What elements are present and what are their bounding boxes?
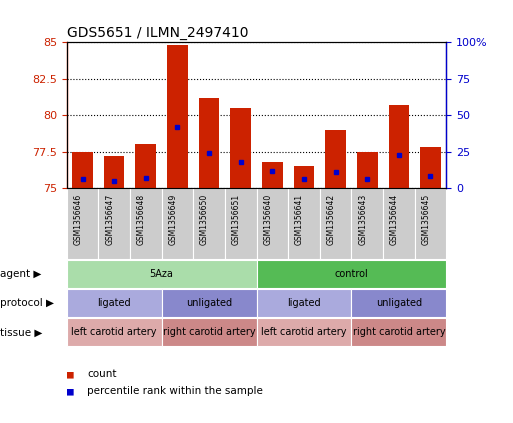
Bar: [325, 130, 346, 188]
FancyBboxPatch shape: [67, 318, 162, 346]
Text: unligated: unligated: [186, 298, 232, 308]
Text: GSM1356640: GSM1356640: [263, 194, 272, 245]
FancyBboxPatch shape: [67, 260, 256, 288]
FancyBboxPatch shape: [162, 188, 193, 259]
Text: right carotid artery: right carotid artery: [352, 327, 445, 337]
Text: GSM1356648: GSM1356648: [137, 194, 146, 245]
Bar: [388, 105, 409, 188]
Text: control: control: [334, 269, 368, 279]
FancyBboxPatch shape: [67, 289, 162, 317]
Text: GSM1356649: GSM1356649: [168, 194, 177, 245]
Text: agent ▶: agent ▶: [0, 269, 42, 279]
Text: ■: ■: [67, 386, 73, 396]
Text: percentile rank within the sample: percentile rank within the sample: [87, 386, 263, 396]
Text: 5Aza: 5Aza: [150, 269, 173, 279]
Bar: [293, 166, 314, 188]
Text: GDS5651 / ILMN_2497410: GDS5651 / ILMN_2497410: [67, 26, 248, 40]
FancyBboxPatch shape: [225, 188, 256, 259]
Bar: [104, 156, 125, 188]
Text: GSM1356645: GSM1356645: [422, 194, 430, 245]
Text: GSM1356647: GSM1356647: [105, 194, 114, 245]
Text: protocol ▶: protocol ▶: [0, 298, 54, 308]
FancyBboxPatch shape: [98, 188, 130, 259]
Text: ligated: ligated: [97, 298, 131, 308]
Text: GSM1356646: GSM1356646: [73, 194, 83, 245]
FancyBboxPatch shape: [256, 260, 446, 288]
Text: ligated: ligated: [287, 298, 321, 308]
FancyBboxPatch shape: [351, 318, 446, 346]
Bar: [72, 152, 93, 188]
FancyBboxPatch shape: [256, 318, 351, 346]
Text: GSM1356651: GSM1356651: [232, 194, 241, 245]
FancyBboxPatch shape: [162, 318, 256, 346]
FancyBboxPatch shape: [193, 188, 225, 259]
FancyBboxPatch shape: [256, 188, 288, 259]
Bar: [357, 152, 378, 188]
Bar: [199, 98, 220, 188]
Bar: [135, 144, 156, 188]
Bar: [230, 108, 251, 188]
Text: count: count: [87, 369, 117, 379]
Text: GSM1356644: GSM1356644: [390, 194, 399, 245]
Text: ■: ■: [67, 369, 73, 379]
FancyBboxPatch shape: [351, 289, 446, 317]
Bar: [167, 45, 188, 188]
Text: GSM1356643: GSM1356643: [358, 194, 367, 245]
FancyBboxPatch shape: [162, 289, 256, 317]
Text: GSM1356650: GSM1356650: [200, 194, 209, 245]
Bar: [262, 162, 283, 188]
FancyBboxPatch shape: [320, 188, 351, 259]
FancyBboxPatch shape: [351, 188, 383, 259]
Text: tissue ▶: tissue ▶: [0, 327, 43, 337]
Text: unligated: unligated: [376, 298, 422, 308]
Text: GSM1356642: GSM1356642: [327, 194, 336, 245]
FancyBboxPatch shape: [415, 188, 446, 259]
FancyBboxPatch shape: [256, 289, 351, 317]
FancyBboxPatch shape: [383, 188, 415, 259]
Text: left carotid artery: left carotid artery: [71, 327, 157, 337]
Text: GSM1356641: GSM1356641: [295, 194, 304, 245]
Text: right carotid artery: right carotid artery: [163, 327, 255, 337]
FancyBboxPatch shape: [130, 188, 162, 259]
FancyBboxPatch shape: [288, 188, 320, 259]
Text: left carotid artery: left carotid artery: [261, 327, 347, 337]
FancyBboxPatch shape: [67, 188, 98, 259]
Bar: [420, 147, 441, 188]
